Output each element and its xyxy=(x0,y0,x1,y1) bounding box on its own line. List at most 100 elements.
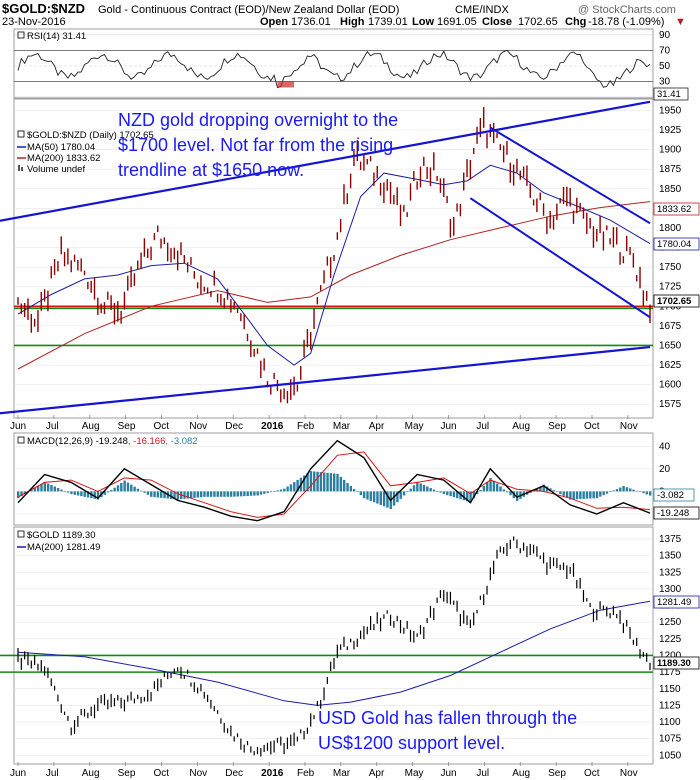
macd-hist-bar xyxy=(376,491,378,503)
chg-value: -18.78 (-1.09%) xyxy=(588,16,664,28)
macd-hist-bar xyxy=(270,491,272,492)
macd-hist-bar xyxy=(213,491,215,496)
macd-hist-bar xyxy=(602,491,604,495)
macd-hist-bar xyxy=(260,491,262,494)
main-annotation-line-3: trendline at $1650 now. xyxy=(118,160,304,180)
macd-hist-bar xyxy=(483,486,485,491)
macd-hist-bar xyxy=(220,491,222,496)
macd-hist-bar xyxy=(190,491,192,498)
x-tick-label: Nov xyxy=(189,421,207,432)
gold-ma200-value-tag: 1281.49 xyxy=(654,596,699,608)
stock-chart: $GOLD:$NZD Gold - Continuous Contract (E… xyxy=(0,0,700,780)
macd-hist-bar xyxy=(632,490,634,492)
open-label: Open xyxy=(260,16,288,28)
macd-hist-bar xyxy=(177,491,179,499)
macd-hist-bar xyxy=(44,482,46,491)
rsi-panel-frame xyxy=(14,29,653,98)
lower-tick-label: 1075 xyxy=(659,734,682,745)
macd-hist-bar xyxy=(572,491,574,499)
macd-legend: MACD(12,26,9) -19.248, -16.166, -3.082 xyxy=(18,436,198,447)
macd-hist-bar xyxy=(120,483,122,491)
high-label: High xyxy=(340,16,365,28)
macd-hist-bar xyxy=(50,485,52,491)
x-tick-label: Aug xyxy=(82,421,100,432)
main-tick-label: 1925 xyxy=(659,125,682,136)
x-tick-label: Sep xyxy=(118,768,136,779)
gold-ma200-tag-text: 1281.49 xyxy=(657,597,691,608)
macd-hist-bar xyxy=(436,491,438,492)
symbol-description: Gold - Continuous Contract (EOD)/New Zea… xyxy=(98,4,399,16)
x-tick-label: Jul xyxy=(476,421,489,432)
main-tick-label: 1800 xyxy=(659,223,682,234)
x-tick-label: Jul xyxy=(46,421,59,432)
exchange-label: CME/INDX xyxy=(455,4,509,16)
macd-hist-bar xyxy=(200,491,202,497)
macd-hist-bar xyxy=(350,486,352,491)
x-tick-label: Feb xyxy=(297,768,315,779)
rsi-value-tag: 31.41 xyxy=(654,88,688,100)
date-label: 23-Nov-2016 xyxy=(2,16,66,28)
macd-hist-bar xyxy=(80,491,82,496)
lower-tick-label: 1100 xyxy=(659,717,681,728)
macd-hist-bar xyxy=(439,491,441,492)
macd-hist-bar xyxy=(340,477,342,492)
macd-hist-bar xyxy=(363,491,365,498)
macd-hist-bar xyxy=(203,491,205,496)
low-label: Low xyxy=(412,16,434,28)
macd-hist-bar xyxy=(619,488,621,492)
macd-hist-bar xyxy=(316,472,318,492)
volume-legend-swatch-2 xyxy=(21,167,23,171)
macd-hist-bar xyxy=(453,491,455,497)
macd-hist-bar xyxy=(370,491,372,500)
gold-close-tag-text: 1189.30 xyxy=(657,658,691,669)
x-tick-label: Sep xyxy=(548,768,566,779)
macd-hist-bar xyxy=(113,488,115,492)
stockcharts-watermark: @ StockCharts.com xyxy=(578,4,676,16)
macd-hist-bar xyxy=(366,491,368,499)
macd-hist-bar xyxy=(57,488,59,491)
x-tick-label: Mar xyxy=(333,421,351,432)
macd-hist-bar xyxy=(290,484,292,491)
macd-hist-bar xyxy=(266,491,268,493)
macd-hist-tag-text: -3.082 xyxy=(657,490,684,501)
rsi-legend-text: RSI(14) 31.41 xyxy=(27,31,86,42)
macd-hist-bar xyxy=(323,472,325,491)
main-annotation-line-1: NZD gold dropping overnight to the xyxy=(118,110,398,130)
chg-label: Chg xyxy=(565,16,586,28)
ma200-legend-text: MA(200) 1833.62 xyxy=(27,153,100,164)
close-value-tag-text: 1702.65 xyxy=(657,296,692,307)
gold-ma200-legend-text: MA(200) 1281.49 xyxy=(27,542,100,553)
macd-hist-bar xyxy=(240,491,242,496)
macd-hist-bar xyxy=(74,491,76,494)
macd-hist-bar xyxy=(599,491,601,496)
macd-hist-bar xyxy=(247,491,249,496)
macd-hist-bar xyxy=(193,491,195,497)
volume-legend-text: Volume undef xyxy=(27,164,85,175)
lower-tick-label: 1350 xyxy=(659,551,682,562)
macd-hist-bar xyxy=(243,491,245,496)
macd-hist-bar xyxy=(413,485,415,491)
x-tick-label: Jul xyxy=(476,768,489,779)
macd-hist-bar xyxy=(253,491,255,495)
lower-legend: $GOLD 1189.30 MA(200) 1281.49 xyxy=(17,530,100,553)
lower-tick-label: 1375 xyxy=(659,534,682,545)
macd-hist-bar xyxy=(123,481,125,492)
macd-hist-bar xyxy=(649,491,651,495)
main-tick-label: 1600 xyxy=(659,380,682,391)
main-annotation-line-2: $1700 level. Not far from the rising xyxy=(118,135,393,155)
macd-hist-bar xyxy=(157,491,159,497)
macd-hist-bar xyxy=(373,491,375,502)
macd-hist-bar xyxy=(403,491,405,495)
macd-hist-bar xyxy=(589,491,591,498)
rsi-tick-label: 50 xyxy=(659,61,671,72)
macd-hist-bar xyxy=(330,473,332,491)
macd-hist-bar xyxy=(449,491,451,496)
lower-tick-label: 1125 xyxy=(659,700,681,711)
rsi-value-tag-text: 31.41 xyxy=(657,89,681,100)
x-tick-label: Dec xyxy=(225,768,243,779)
macd-hist-bar xyxy=(506,491,508,492)
macd-hist-bar xyxy=(499,487,501,492)
lower-tick-label: 1325 xyxy=(659,567,682,578)
macd-hist-bar xyxy=(280,490,282,492)
chg-down-arrow-icon: ▼ xyxy=(675,16,686,28)
